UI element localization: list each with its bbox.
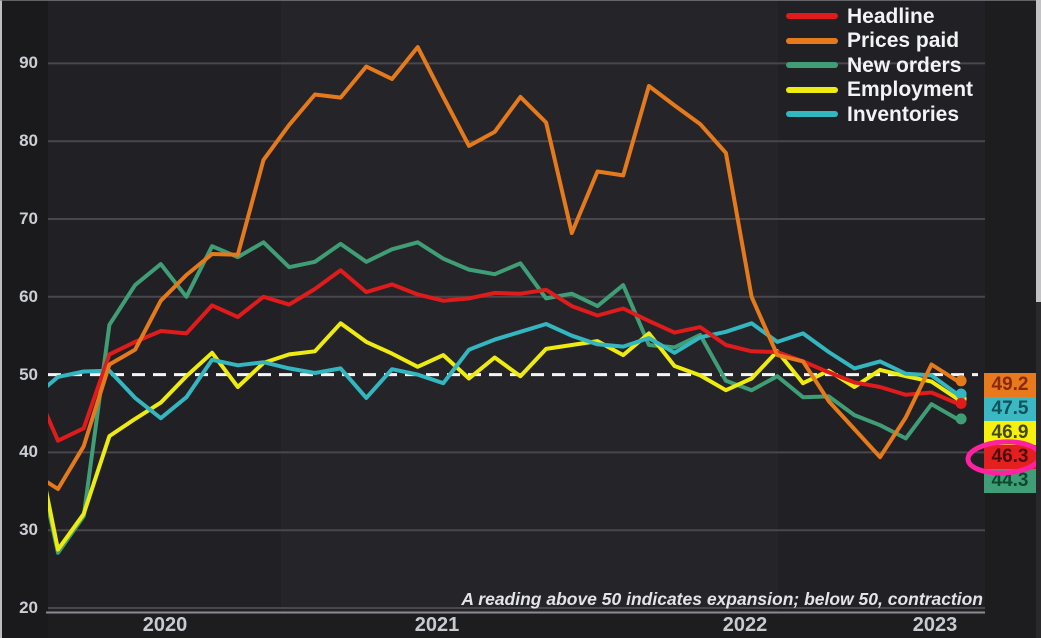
- scrollbar-track[interactable]: [1036, 0, 1041, 638]
- series-line-prices-paid: [48, 45, 960, 491]
- screenshot-left-edge-artifact: [0, 0, 2, 638]
- legend-swatch-employment-icon: [786, 86, 838, 93]
- legend-swatch-prices-paid-icon: [786, 37, 838, 44]
- y-axis-label-60: 60: [19, 286, 38, 306]
- legend-item-headline: Headline: [786, 4, 973, 29]
- y-axis-label-40: 40: [19, 442, 38, 462]
- legend: Headline Prices paid New orders Employment I…: [786, 4, 973, 127]
- y-axis-label-80: 80: [19, 131, 38, 151]
- legend-label: Inventories: [847, 102, 960, 126]
- value-badge-prices-paid: 49.2: [984, 373, 1036, 397]
- scrollbar-thumb[interactable]: [1036, 0, 1041, 302]
- y-axis-label-20: 20: [19, 598, 38, 617]
- legend-label: Headline: [847, 4, 935, 28]
- y-axis-label-50: 50: [19, 364, 38, 384]
- series-end-dot-new-orders: [955, 413, 967, 425]
- x-axis-label-2020: 2020: [142, 614, 188, 636]
- value-badge-employment: 46.9: [984, 421, 1036, 445]
- y-axis-label-30: 30: [19, 520, 38, 540]
- legend-item-new-orders: New orders: [786, 53, 973, 78]
- legend-label: Prices paid: [847, 29, 960, 53]
- value-badge-new-orders: 44.3: [984, 469, 1036, 493]
- series-end-dot-prices-paid: [955, 375, 967, 387]
- x-axis-label-2022: 2022: [722, 614, 768, 636]
- legend-swatch-new-orders-icon: [786, 62, 838, 69]
- series-end-dot-headline: [955, 397, 967, 409]
- series-line-employment: [48, 321, 960, 552]
- y-axis-margin: [0, 0, 48, 638]
- value-badge-inventories: 47.5: [984, 397, 1036, 421]
- series-end-dot-inventories: [955, 388, 967, 400]
- legend-swatch-headline-icon: [786, 13, 838, 20]
- series-line-inventories: [48, 321, 960, 421]
- legend-item-inventories: Inventories: [786, 102, 973, 127]
- value-badge-headline: 46.3: [984, 445, 1036, 469]
- legend-swatch-inventories-icon: [786, 111, 838, 118]
- screenshot-top-edge-artifact: [0, 0, 1041, 1]
- y-axis-label-90: 90: [19, 53, 38, 73]
- legend-label: Employment: [847, 78, 974, 102]
- x-axis-label-2023: 2023: [912, 614, 958, 636]
- legend-item-employment: Employment: [786, 78, 973, 103]
- plot-background-band: [281, 0, 778, 614]
- x-axis-label-2021: 2021: [414, 614, 460, 636]
- series-line-new-orders: [48, 240, 960, 555]
- legend-label: New orders: [847, 53, 962, 77]
- y-axis-label-70: 70: [19, 209, 38, 228]
- footnote: A reading above 50 indicates expansion; …: [461, 589, 983, 609]
- legend-item-prices-paid: Prices paid: [786, 29, 973, 54]
